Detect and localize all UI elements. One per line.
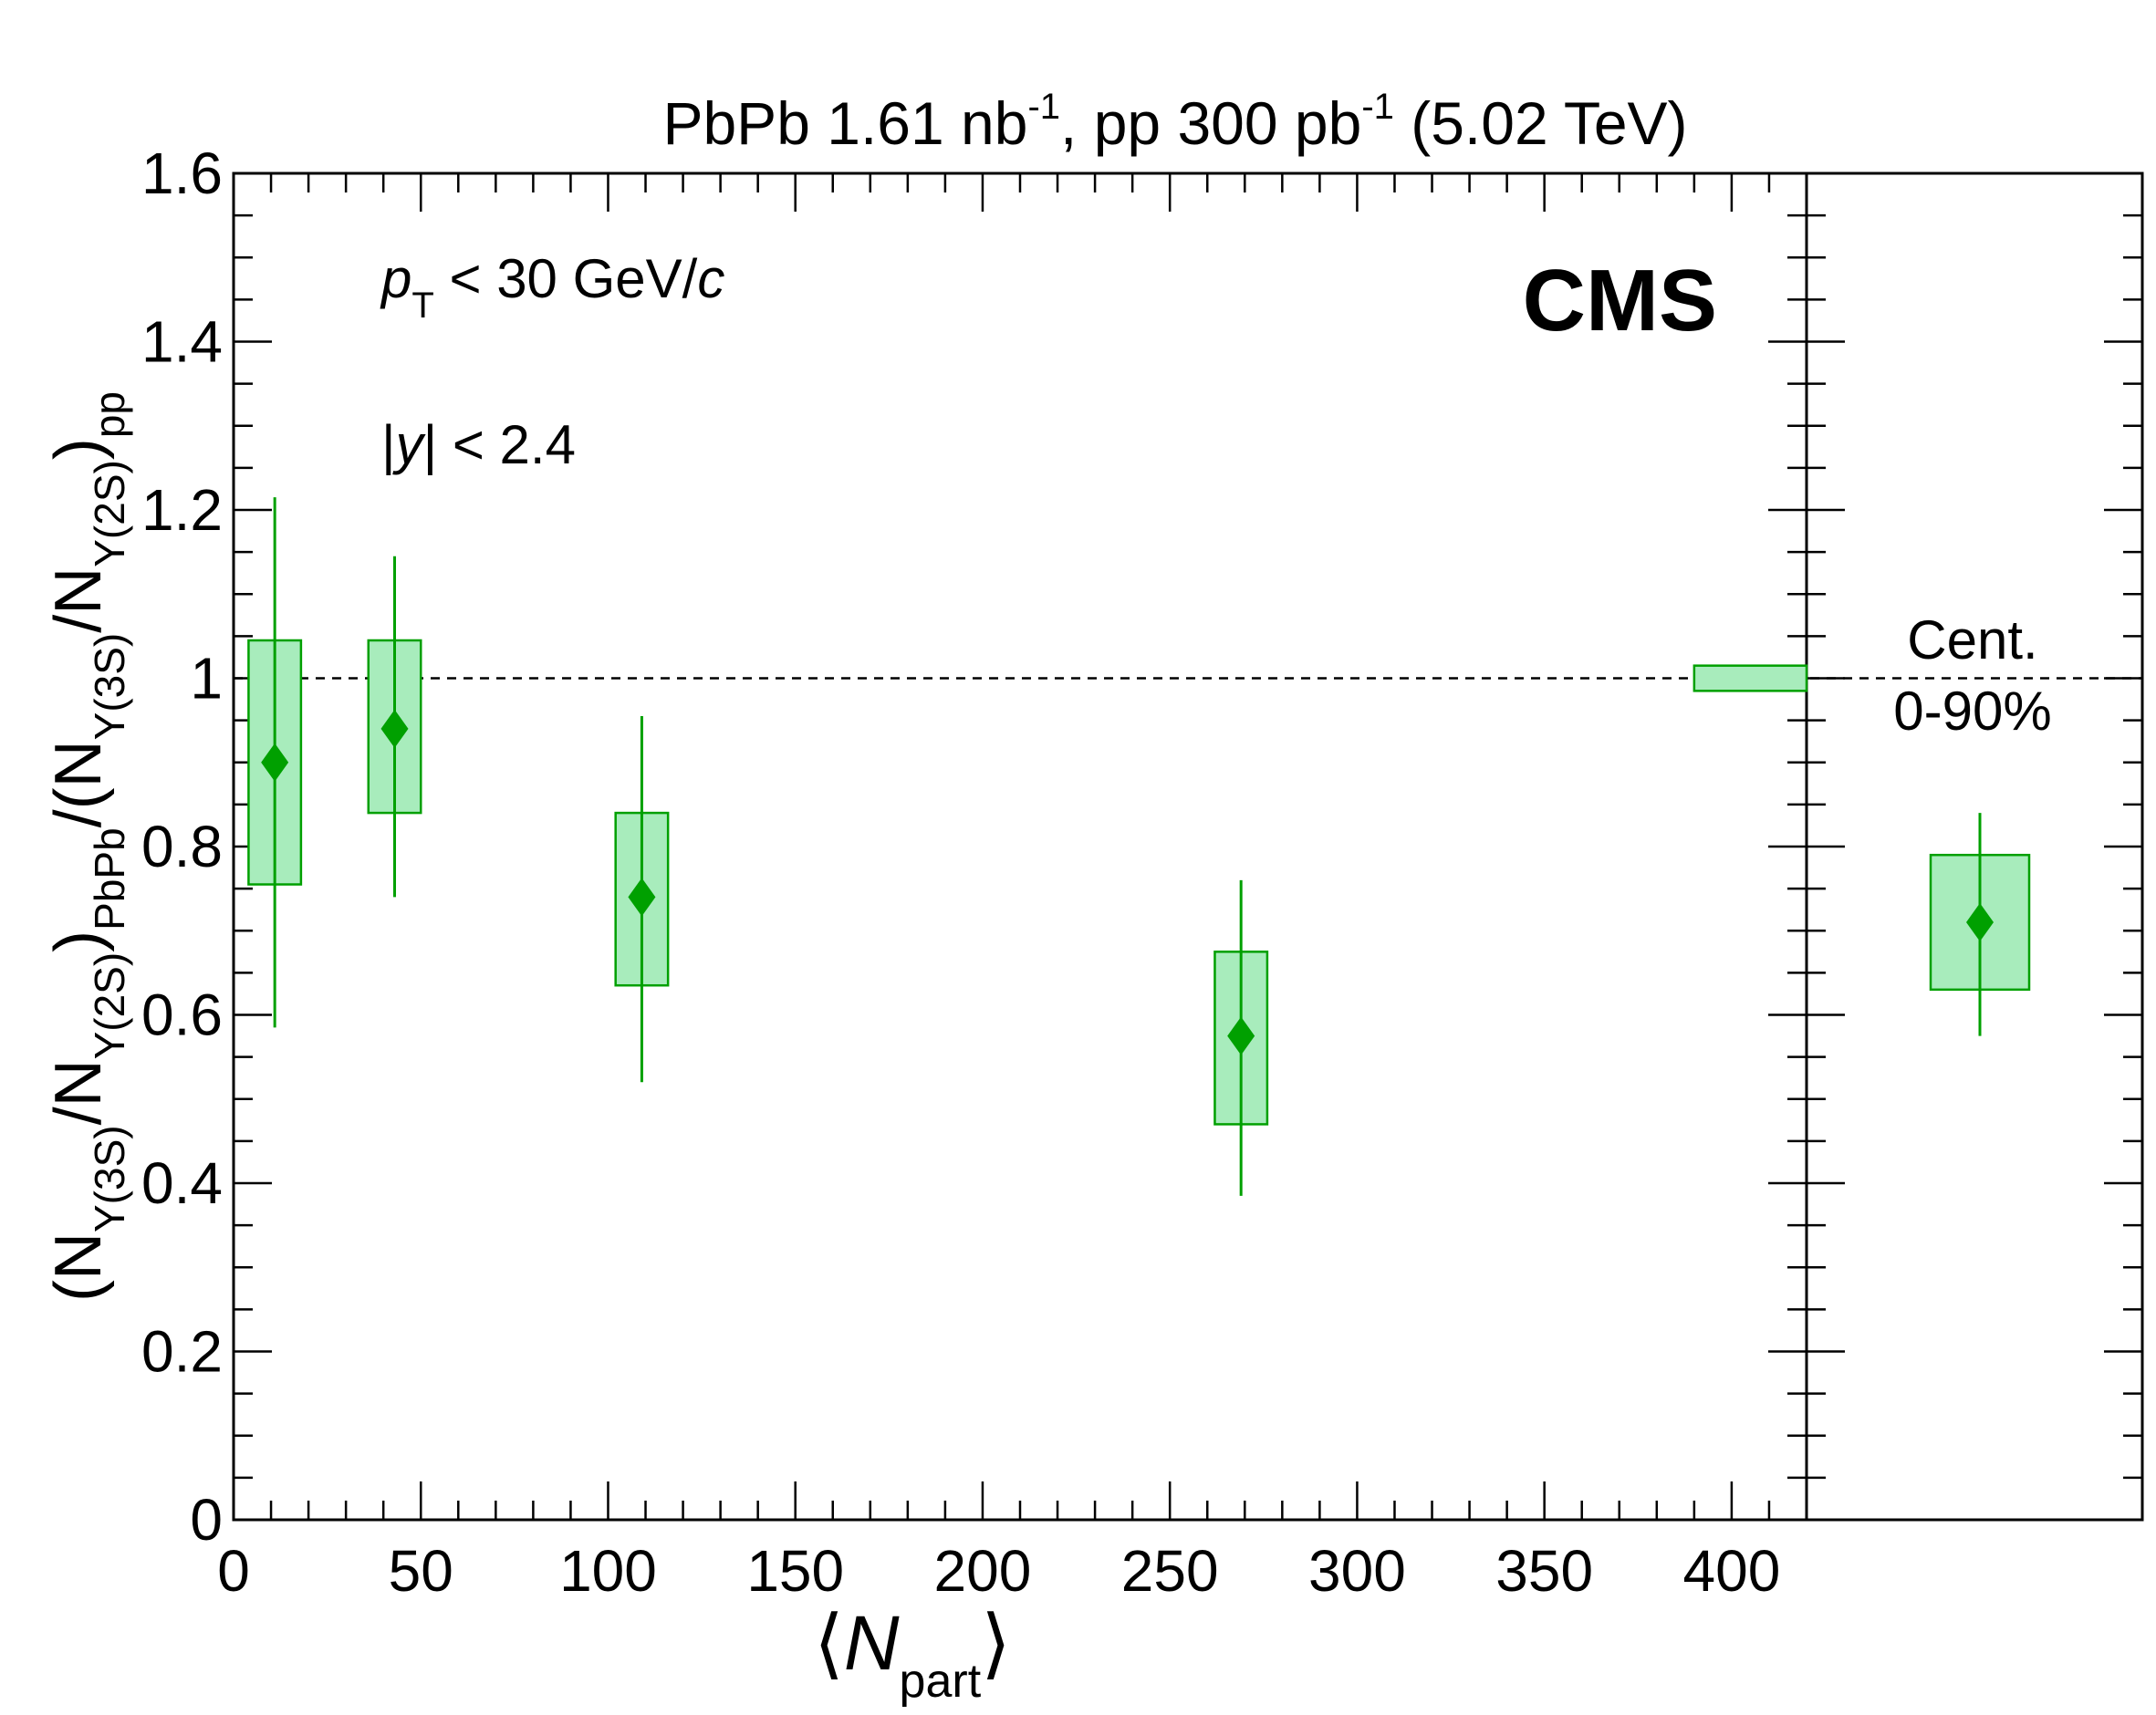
y-tick-label: 0.2	[141, 1319, 223, 1385]
y-tick-label: 0.6	[141, 982, 223, 1048]
y-label-sub-3s-b: Υ(3S)	[86, 633, 133, 741]
x-axis-label: ⟨Npart⟩	[814, 1600, 1011, 1708]
data-point-marker	[1227, 1016, 1255, 1055]
y-label-sub-2s: Υ(2S)	[86, 952, 133, 1060]
y-label-sub-pp: pp	[86, 391, 133, 438]
x-tick-label: 150	[746, 1538, 844, 1604]
x-tick-label: 50	[389, 1538, 453, 1604]
x-tick-label: 300	[1308, 1538, 1406, 1604]
y-prefix: |	[381, 414, 396, 475]
x-tick-label: 0	[217, 1538, 250, 1604]
y-tick-label: 0	[190, 1487, 223, 1553]
y-label-seg-open: (N	[42, 1232, 115, 1302]
y-label-sub-pbpb: PbPb	[86, 827, 133, 930]
title-part2: , pp 300 pb	[1060, 89, 1361, 157]
x-label-symbol: N	[844, 1600, 900, 1686]
y-label-seg-div: /(N	[42, 740, 115, 827]
y-label-seg-close-b: )	[42, 438, 115, 460]
y-tick-label: 1.2	[141, 477, 223, 543]
rapidity-cut-label: |y| < 2.4	[381, 414, 576, 475]
integrated-label-line1: Cent.	[1907, 609, 2037, 670]
pt-symbol: p	[380, 248, 411, 309]
x-label-prefix: ⟨	[814, 1600, 844, 1686]
y-tick-label: 1	[190, 646, 223, 712]
title-part3: (5.02 TeV)	[1394, 89, 1688, 157]
y-label-sub-2s-b: Υ(2S)	[86, 460, 133, 567]
pt-unit: c	[697, 248, 724, 309]
chart-title: PbPb 1.61 nb-1, pp 300 pb-1 (5.02 TeV)	[662, 87, 1687, 157]
y-label-seg-slash-b: /N	[42, 567, 115, 633]
global-uncertainty-box	[1693, 664, 1808, 692]
integrated-point-marker	[1966, 903, 1994, 942]
x-label-subscript: part	[900, 1655, 982, 1708]
title-part1: PbPb 1.61 nb	[662, 89, 1027, 157]
x-tick-label: 200	[934, 1538, 1032, 1604]
data-point-marker	[261, 743, 289, 782]
y-axis-label: (NΥ(3S)/NΥ(2S))PbPb/(NΥ(3S)/NΥ(2S))pp	[42, 391, 133, 1302]
x-label-suffix: ⟩	[981, 1600, 1011, 1686]
data-points	[247, 497, 2031, 1196]
y-text: | < 2.4	[423, 414, 576, 475]
x-tick-label: 250	[1121, 1538, 1219, 1604]
x-tick-label: 400	[1683, 1538, 1781, 1604]
y-tick-label: 1.6	[141, 140, 223, 206]
pt-cut-label: pT < 30 GeV/c	[380, 248, 724, 326]
y-label-sub-3s: Υ(3S)	[86, 1125, 133, 1232]
cms-label: CMS	[1523, 252, 1717, 349]
y-tick-label: 0.8	[141, 814, 223, 879]
integrated-label-line2: 0-90%	[1893, 681, 2051, 742]
pt-text: < 30 GeV/	[434, 248, 698, 309]
y-symbol: y	[392, 414, 427, 475]
title-sup2: -1	[1361, 87, 1394, 127]
pt-subscript: T	[411, 286, 433, 326]
x-tick-label: 350	[1495, 1538, 1593, 1604]
y-label-seg-slash: /N	[42, 1059, 115, 1125]
main-plot-frame	[232, 172, 1808, 1522]
y-label-seg-close: )	[42, 930, 115, 952]
x-tick-label: 100	[559, 1538, 657, 1604]
axis-ticks	[234, 173, 2142, 1520]
tick-labels: 0 50 100 150 200 250 300 350 400 0 0.2 0.4 0.6 0.8 1 1.…	[141, 140, 1780, 1604]
title-sup1: -1	[1027, 87, 1060, 127]
y-tick-label: 0.4	[141, 1150, 223, 1216]
integrated-panel-frame	[1805, 172, 2144, 1522]
y-tick-label: 1.4	[141, 309, 223, 375]
data-point-marker	[380, 709, 409, 748]
data-point-marker	[628, 878, 656, 917]
